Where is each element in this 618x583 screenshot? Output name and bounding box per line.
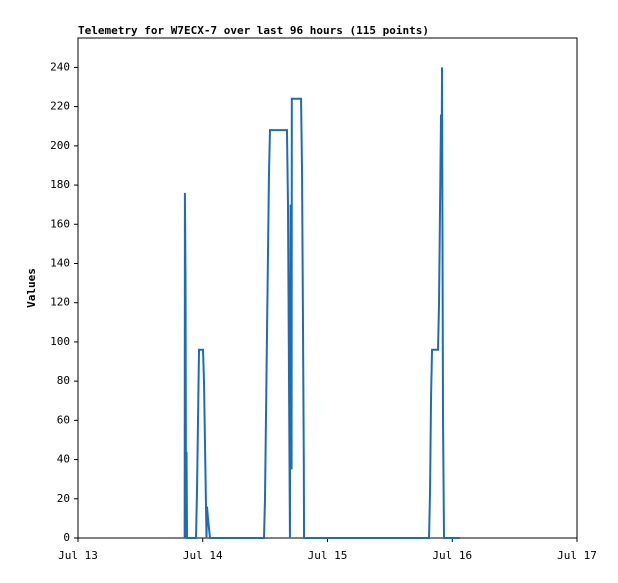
series-line (183, 67, 460, 539)
y-tick-label: 40 (57, 453, 70, 466)
y-tick-label: 140 (50, 256, 70, 269)
y-tick-label: 20 (57, 492, 70, 505)
chart-title: Telemetry for W7ECX-7 over last 96 hours… (78, 24, 429, 37)
y-tick-label: 80 (57, 374, 70, 387)
x-tick-label: Jul 17 (557, 549, 597, 562)
y-tick-label: 100 (50, 335, 70, 348)
y-tick-label: 60 (57, 413, 70, 426)
x-tick-label: Jul 15 (308, 549, 348, 562)
y-tick-label: 160 (50, 217, 70, 230)
x-tick-label: Jul 14 (183, 549, 223, 562)
x-tick-label: Jul 16 (432, 549, 472, 562)
y-tick-label: 0 (63, 531, 70, 544)
y-tick-label: 120 (50, 296, 70, 309)
y-tick-label: 220 (50, 100, 70, 113)
y-tick-label: 180 (50, 178, 70, 191)
x-tick-label: Jul 13 (58, 549, 98, 562)
y-axis-label: Values (25, 268, 38, 308)
y-tick-label: 200 (50, 139, 70, 152)
y-tick-label: 240 (50, 60, 70, 73)
